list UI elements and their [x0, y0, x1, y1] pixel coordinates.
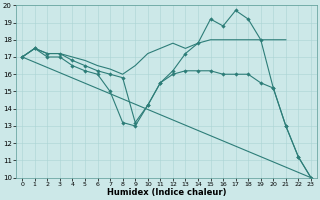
X-axis label: Humidex (Indice chaleur): Humidex (Indice chaleur)	[107, 188, 226, 197]
